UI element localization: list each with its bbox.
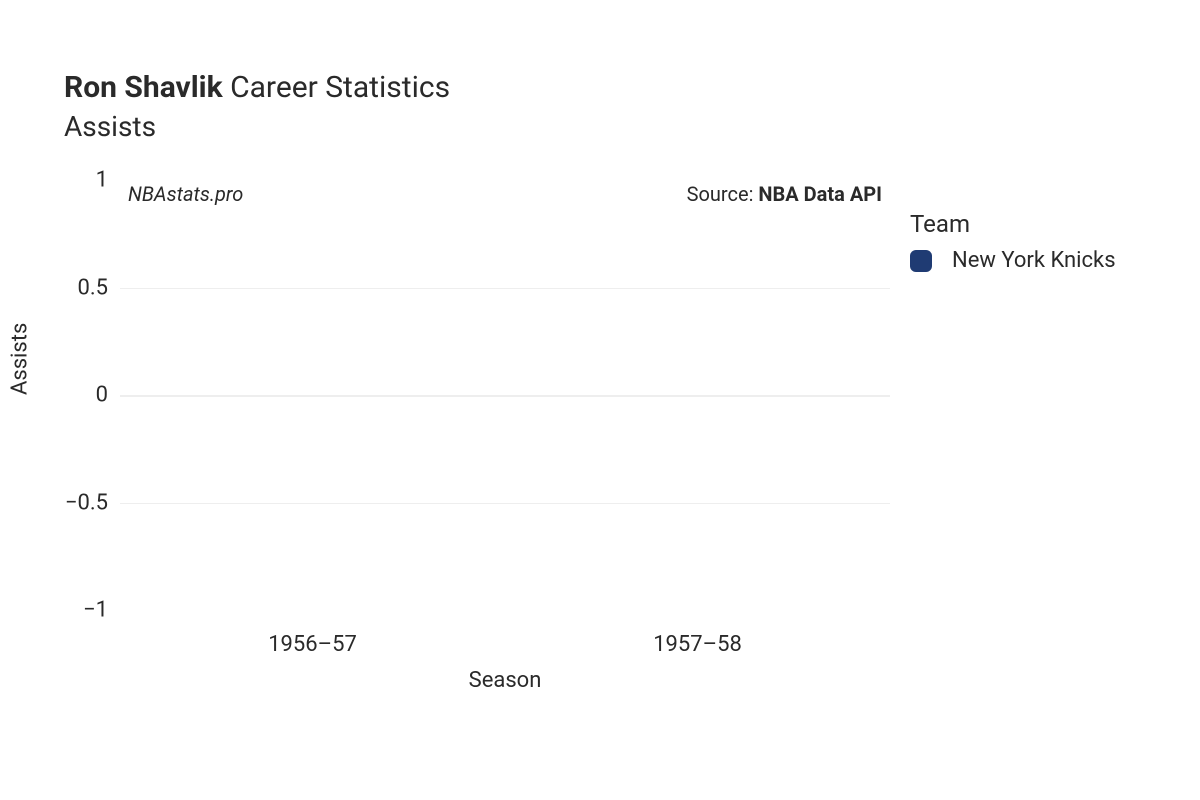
watermark: NBAstats.pro (128, 182, 243, 206)
title-player-name: Ron Shavlik (64, 70, 223, 105)
chart-subtitle: Assists (64, 110, 450, 143)
legend-label: New York Knicks (952, 248, 1116, 273)
x-axis-title: Season (469, 668, 542, 693)
source-prefix: Source: (687, 182, 759, 206)
title-block: Ron Shavlik Career Statistics Assists (64, 70, 450, 143)
legend-title: Team (910, 210, 1116, 238)
y-tick-label: −1 (83, 598, 108, 623)
chart-container: Ron Shavlik Career Statistics Assists As… (0, 0, 1200, 800)
legend-swatch (910, 250, 932, 272)
gridline (120, 395, 890, 397)
x-tick-label: 1956–57 (268, 632, 357, 657)
gridline (120, 288, 890, 290)
source-name: NBA Data API (758, 182, 882, 206)
y-tick-label: −0.5 (65, 490, 108, 515)
y-tick-label: 1 (96, 168, 108, 193)
title-suffix: Career Statistics (223, 70, 450, 105)
y-tick-label: 0 (96, 383, 108, 408)
y-tick-label: 0.5 (77, 275, 108, 300)
chart-title: Ron Shavlik Career Statistics (64, 70, 450, 106)
legend: Team New York Knicks (910, 210, 1116, 273)
legend-item: New York Knicks (910, 248, 1116, 273)
y-axis-title: Assists (8, 323, 33, 395)
gridline (120, 503, 890, 505)
x-tick-label: 1957–58 (653, 632, 742, 657)
source-label: Source: NBA Data API (687, 182, 882, 206)
plot-area: NBAstats.pro Source: NBA Data API −1−0.5… (120, 180, 890, 610)
